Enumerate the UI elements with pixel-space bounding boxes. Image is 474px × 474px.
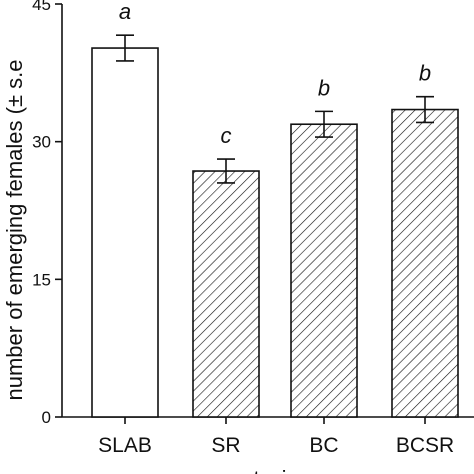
significance-label-bcsr: b [419,61,431,86]
y-axis-title-group: number of emerging females (± s.e [2,60,27,401]
bar-sr [192,170,260,418]
significance-label-sr: c [221,123,232,148]
significance-label-slab: a [119,0,131,24]
y-axis-title: number of emerging females (± s.e [2,60,27,401]
bar-bc [290,123,358,418]
y-tick-label-3: 45 [32,0,51,14]
x-tick-label-slab: SLAB [98,434,152,457]
x-tick-label-bc: BC [309,434,338,457]
bar-bcsr [391,108,459,418]
x-tick-label-bcsr: BCSR [396,434,454,457]
y-tick-label-0: 0 [42,408,51,427]
y-tick-label-1: 15 [32,270,51,289]
bar-slab [91,47,159,418]
plot-area: 0 15 30 45 a SLAB c SR b BC b BCSR [32,0,474,457]
x-axis-title: …t…i… [232,466,309,474]
significance-label-bc: b [318,75,330,100]
x-tick-label-sr: SR [211,434,240,457]
y-tick-label-2: 30 [32,133,51,152]
